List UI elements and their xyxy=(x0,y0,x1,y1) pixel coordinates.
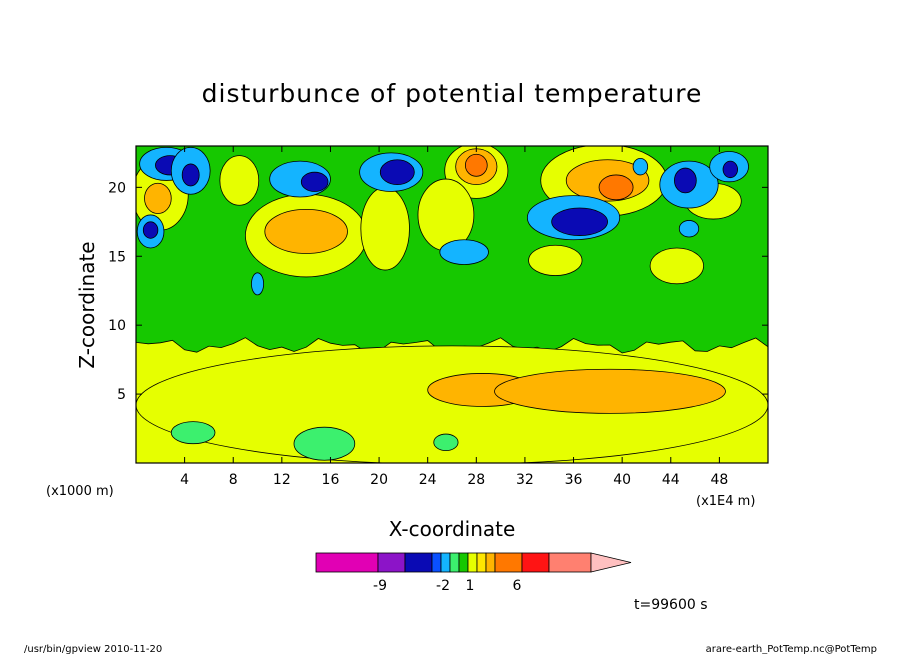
x-tick-label-36: 36 xyxy=(565,472,583,488)
contour-region-39 xyxy=(251,272,265,296)
contour-region-3 xyxy=(170,421,216,445)
contour-region-13 xyxy=(464,153,488,177)
contour-region-31 xyxy=(379,159,415,185)
x-tick-label-20: 20 xyxy=(370,472,388,488)
colorbar-swatch-4 xyxy=(440,552,451,573)
colorbar-swatch-3 xyxy=(431,552,442,573)
x-tick-label-12: 12 xyxy=(273,472,291,488)
x-unit-right: (x1E4 m) xyxy=(696,494,755,509)
contour-region-5 xyxy=(293,426,356,461)
y-axis-title: Z-coordinate xyxy=(75,241,99,368)
chart-title: disturbunce of potential temperature xyxy=(202,79,703,108)
contour-region-17 xyxy=(528,244,583,276)
y-tick-label-10: 10 xyxy=(108,318,126,334)
x-tick-label-4: 4 xyxy=(180,472,189,488)
contour-region-8 xyxy=(360,186,410,271)
x-unit-left: (x1000 m) xyxy=(46,484,114,499)
colorbar-label-2: 1 xyxy=(466,578,475,594)
colorbar-swatch-1 xyxy=(377,552,406,573)
colorbar-label-3: 6 xyxy=(513,578,522,594)
colorbar: -9 -2 1 6 xyxy=(315,552,632,594)
contour-region-27 xyxy=(181,163,200,187)
contour-region-33 xyxy=(551,207,608,236)
contour-region-25 xyxy=(142,221,159,239)
contour-regions xyxy=(136,146,768,463)
contour-region-16 xyxy=(598,174,634,201)
x-tick-label-44: 44 xyxy=(662,472,680,488)
contour-region-7 xyxy=(264,209,348,254)
x-tick-label-8: 8 xyxy=(229,472,238,488)
colorbar-overflow-arrow xyxy=(590,552,632,573)
contour-region-10 xyxy=(144,182,172,214)
contour-region-40 xyxy=(632,158,649,176)
x-tick-label-48: 48 xyxy=(710,472,728,488)
colorbar-swatch-8 xyxy=(476,552,487,573)
colorbar-swatch-12 xyxy=(548,552,592,573)
colorbar-swatch-7 xyxy=(467,552,478,573)
time-label: t=99600 s xyxy=(634,597,708,613)
contour-region-4 xyxy=(433,433,459,451)
colorbar-swatch-11 xyxy=(521,552,550,573)
y-tick-label-15: 15 xyxy=(108,249,126,265)
x-tick-label-32: 32 xyxy=(516,472,534,488)
x-tick-label-16: 16 xyxy=(322,472,340,488)
contour-region-29 xyxy=(300,171,329,192)
x-axis: 4 8 12 16 20 24 28 32 36 40 44 48 xyxy=(180,146,728,488)
contour-region-37 xyxy=(722,160,739,179)
y-tick-label-20: 20 xyxy=(108,180,126,196)
x-tick-label-40: 40 xyxy=(613,472,631,488)
colorbar-swatch-0 xyxy=(315,552,379,573)
contour-region-38 xyxy=(439,239,489,265)
contour-region-18 xyxy=(649,247,704,285)
x-axis-title: X-coordinate xyxy=(389,517,516,541)
contour-region-21 xyxy=(219,155,260,206)
contour-region-35 xyxy=(674,167,697,194)
colorbar-label-0: -9 xyxy=(373,578,387,594)
y-tick-label-5: 5 xyxy=(117,387,126,403)
plot-area xyxy=(135,145,769,464)
colorbar-swatch-5 xyxy=(449,552,460,573)
colorbar-swatch-10 xyxy=(494,552,523,573)
plot-frame xyxy=(135,145,769,464)
contour-region-41 xyxy=(678,220,700,238)
colorbar-label-1: -2 xyxy=(436,578,450,594)
footer-right: arare-earth_PotTemp.nc@PotTemp xyxy=(706,644,877,654)
x-tick-label-24: 24 xyxy=(419,472,437,488)
colorbar-swatch-6 xyxy=(458,552,469,573)
contour-region-2 xyxy=(494,368,726,414)
y-axis: 5 10 15 20 xyxy=(108,180,768,403)
colorbar-swatch-2 xyxy=(404,552,433,573)
x-tick-label-28: 28 xyxy=(467,472,485,488)
colorbar-swatch-9 xyxy=(485,552,496,573)
footer-left: /usr/bin/gpview 2010-11-20 xyxy=(24,644,162,654)
